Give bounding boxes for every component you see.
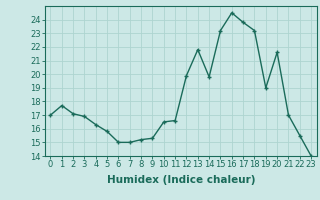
- X-axis label: Humidex (Indice chaleur): Humidex (Indice chaleur): [107, 175, 255, 185]
